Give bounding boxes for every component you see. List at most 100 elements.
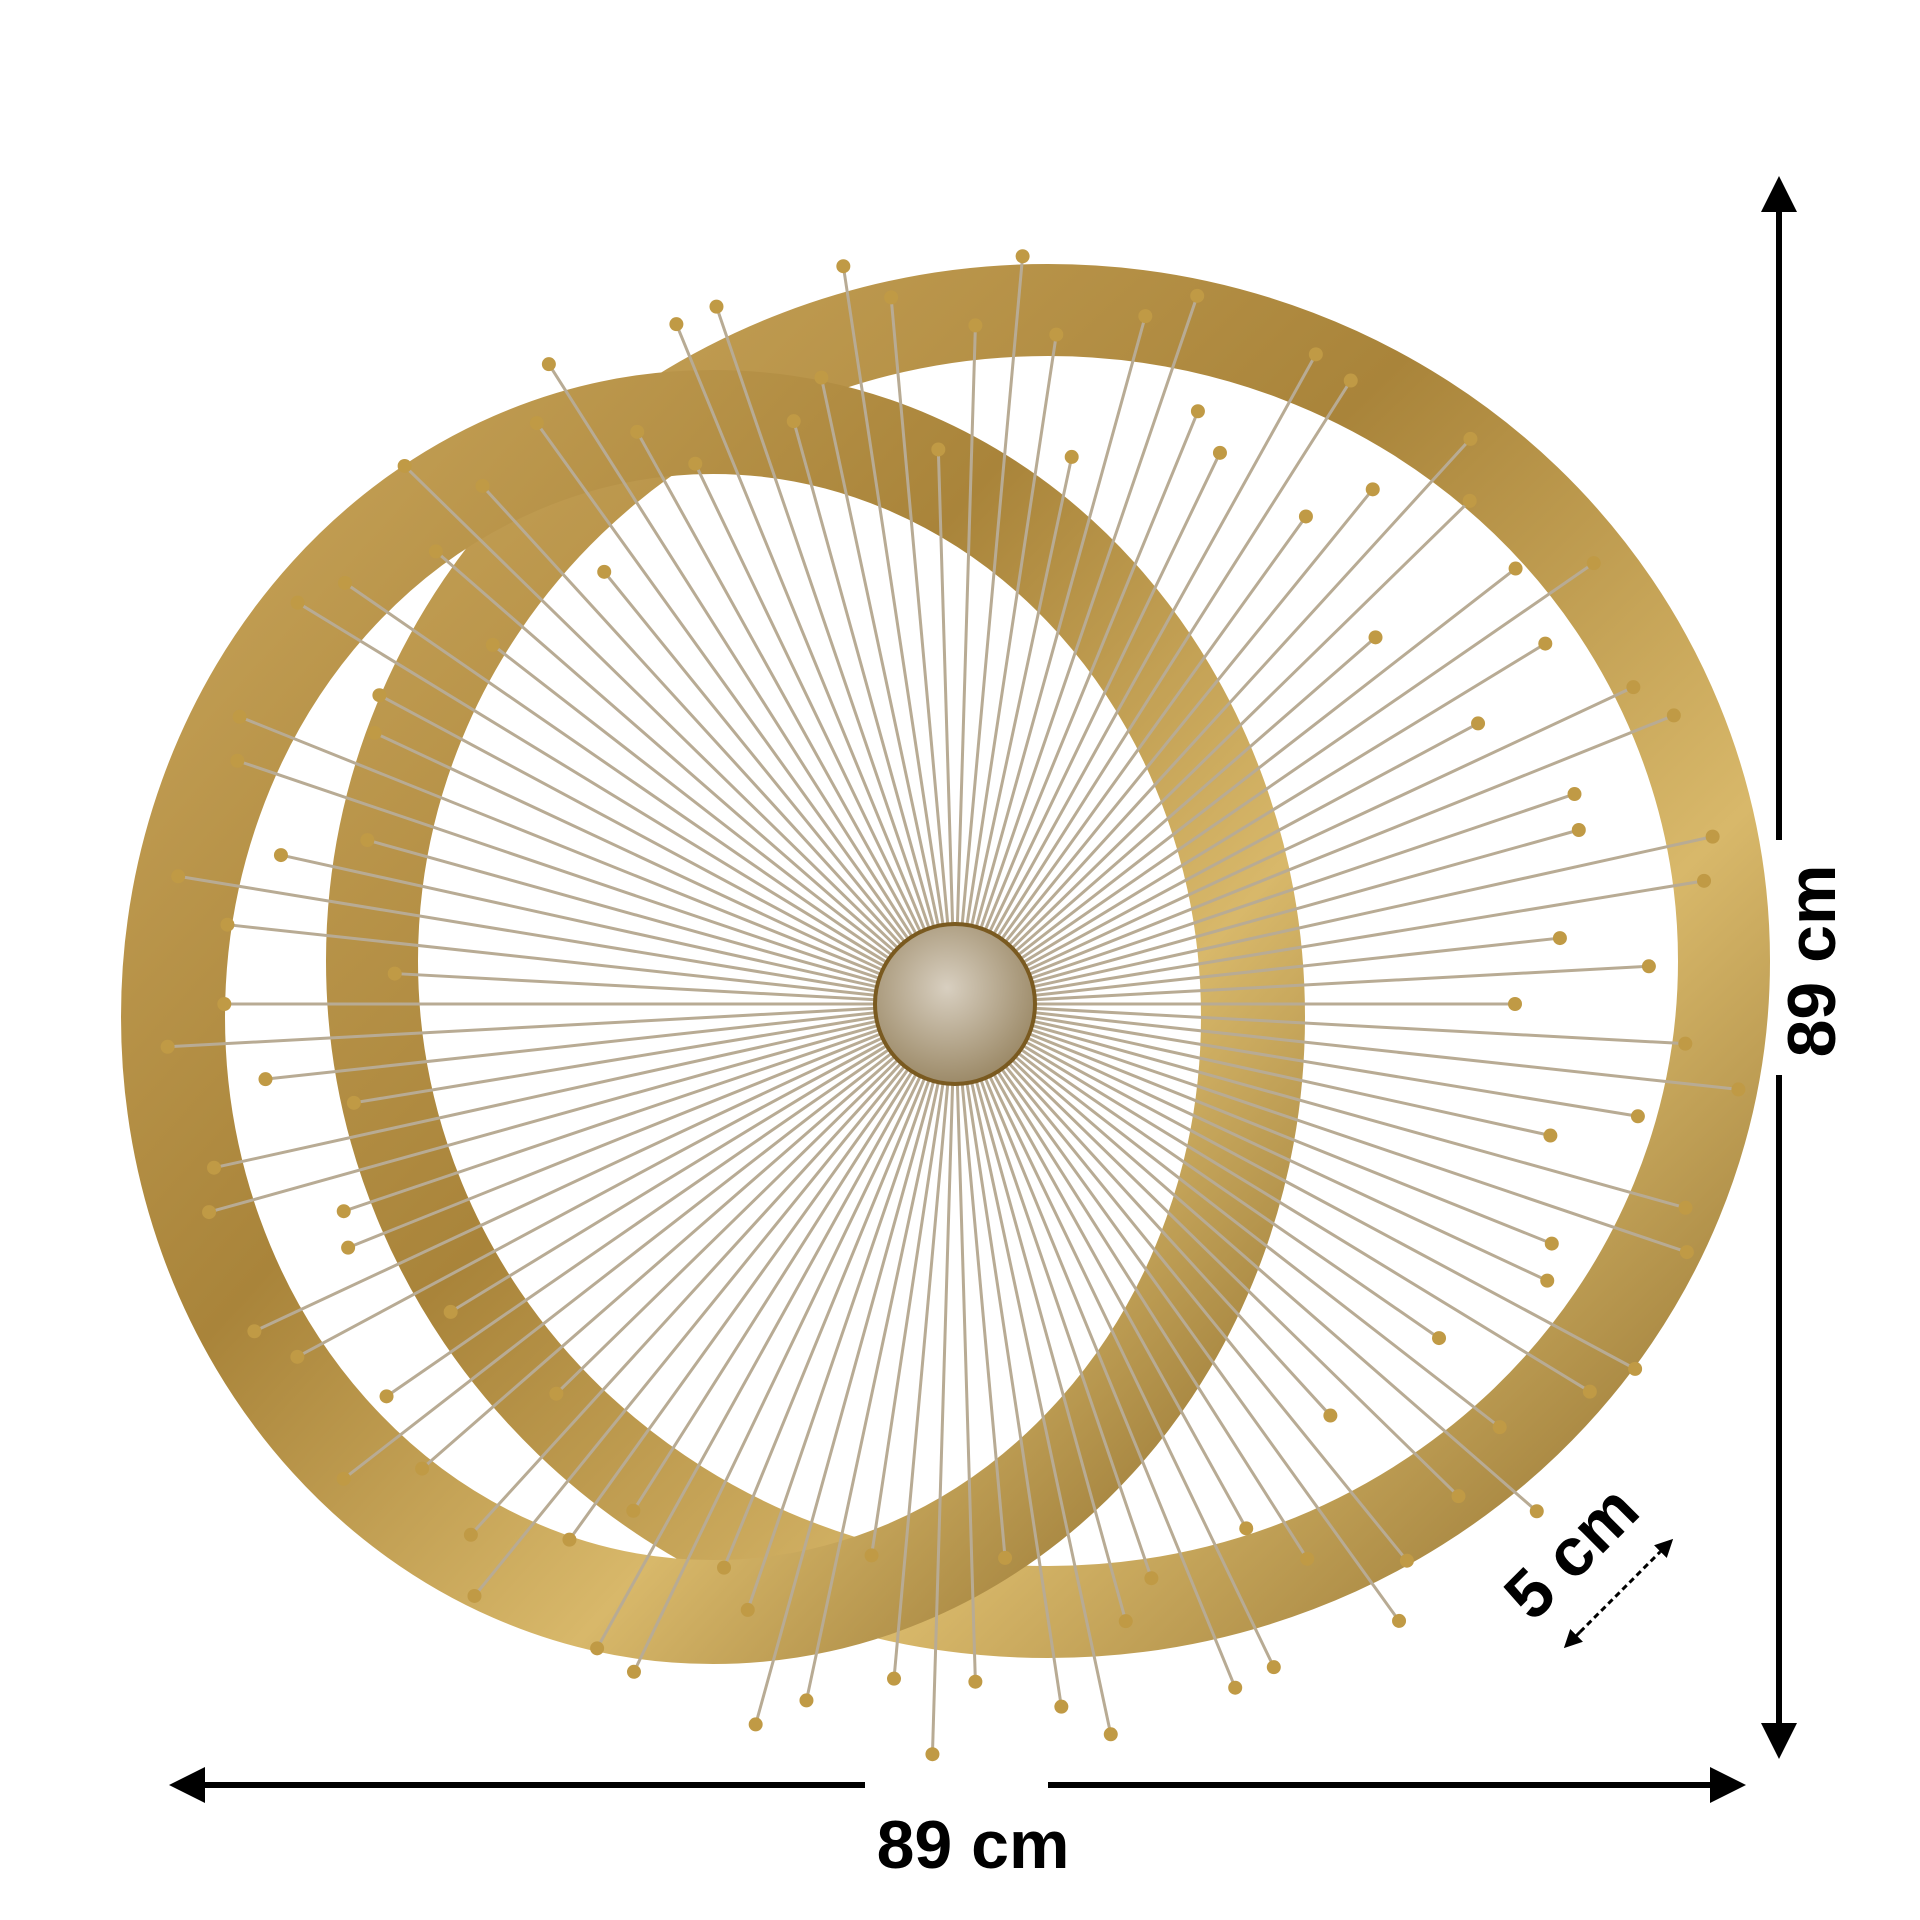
spoke-ball	[1586, 556, 1601, 571]
spoke-ball	[562, 1532, 577, 1547]
spoke	[434, 550, 956, 1006]
spoke-ball	[1298, 509, 1313, 524]
spoke	[343, 1002, 956, 1213]
spoke-ball	[1138, 309, 1153, 324]
spoke-ball	[541, 357, 556, 372]
spoke-ball	[1212, 445, 1227, 460]
spoke	[953, 315, 1147, 1005]
spoke	[954, 1002, 1553, 1245]
spoke	[954, 561, 1595, 1006]
spoke	[953, 1003, 1007, 1559]
spoke-ball	[1064, 449, 1079, 464]
spoke-ball	[626, 1503, 641, 1518]
spoke-ball	[338, 575, 353, 590]
spoke	[953, 353, 1318, 1005]
spoke	[954, 636, 1377, 1006]
spoke-ball	[360, 833, 375, 848]
spoke-ball	[217, 997, 232, 1011]
spoke-ball	[709, 299, 724, 314]
spoke	[953, 334, 1058, 1005]
spoke-ball	[748, 1717, 763, 1732]
spoke-ball	[1508, 997, 1522, 1011]
spoke	[954, 642, 1547, 1006]
center-disc	[873, 922, 1037, 1086]
spoke	[954, 1002, 1639, 1118]
spoke-ball	[1144, 1571, 1159, 1586]
spoke-ball	[1492, 1420, 1507, 1435]
spoke	[635, 431, 957, 1005]
spoke	[754, 1003, 957, 1725]
spoke	[954, 828, 1580, 1006]
spoke	[889, 297, 957, 1005]
spoke	[632, 1003, 957, 1512]
spoke-ball	[463, 1527, 478, 1542]
spoke	[954, 1002, 1591, 1393]
spoke-ball	[884, 290, 899, 305]
spoke-ball	[290, 1349, 305, 1364]
depth-arrow-b	[1654, 1538, 1674, 1558]
spoke	[953, 410, 1200, 1005]
spoke	[953, 1002, 1332, 1417]
wall-sculpture	[121, 249, 1770, 1762]
spoke	[953, 295, 1199, 1005]
spoke	[473, 1003, 957, 1597]
depth-label: 5 cm	[1490, 1471, 1653, 1634]
spoke	[953, 1003, 1401, 1622]
spoke	[632, 1003, 957, 1673]
spoke-ball	[968, 1674, 983, 1689]
spoke	[693, 463, 957, 1005]
spoke	[603, 570, 957, 1005]
spoke	[265, 1002, 956, 1081]
spoke-ball	[1471, 716, 1486, 731]
spoke-ball	[1392, 1613, 1407, 1628]
spoke-ball	[1567, 787, 1582, 802]
spoke-ball	[597, 564, 612, 579]
spoke	[167, 1002, 956, 1049]
spoke	[936, 449, 957, 1005]
spoke	[394, 972, 956, 1006]
spoke	[239, 715, 956, 1006]
spoke-ball	[1678, 1200, 1693, 1215]
spoke	[953, 1003, 1128, 1622]
spoke-ball	[1538, 636, 1553, 651]
spoke-ball	[799, 1693, 814, 1708]
spoke	[954, 1002, 1686, 1046]
spoke	[535, 422, 957, 1005]
spoke	[674, 323, 957, 1005]
spoke	[954, 792, 1575, 1006]
spoke-ball	[1343, 373, 1358, 388]
spoke	[954, 1002, 1548, 1282]
spoke-ball	[1463, 431, 1478, 446]
spoke-ball	[1266, 1660, 1281, 1675]
spoke	[373, 731, 956, 1006]
spoke	[953, 515, 1308, 1005]
spoke-ball	[1678, 1036, 1693, 1051]
spoke	[953, 256, 1025, 1005]
spoke-ball	[1190, 288, 1205, 303]
spoke	[954, 1002, 1686, 1210]
spoke-ball	[171, 869, 186, 884]
spoke	[953, 1003, 1248, 1530]
spoke-ball	[1103, 1727, 1118, 1742]
spoke-ball	[220, 917, 235, 932]
spokes	[160, 249, 1746, 1762]
spoke-ball	[1300, 1551, 1315, 1566]
spoke	[953, 1003, 1276, 1668]
spoke-ball	[415, 1461, 430, 1476]
spoke	[954, 1002, 1636, 1371]
spoke	[953, 437, 1472, 1006]
spoke-ball	[1323, 1408, 1338, 1423]
spoke-ball	[887, 1671, 902, 1686]
spoke	[953, 488, 1374, 1005]
spoke	[954, 1002, 1440, 1340]
spoke-ball	[367, 725, 382, 740]
spoke	[227, 923, 956, 1006]
spoke-ball	[485, 637, 500, 652]
spoke-ball	[1697, 873, 1712, 888]
spoke-ball	[1508, 561, 1523, 576]
spoke	[954, 1002, 1538, 1513]
spoke	[954, 722, 1479, 1006]
spoke	[595, 1003, 957, 1650]
spoke-ball	[998, 1550, 1013, 1565]
spoke-ball	[443, 1304, 458, 1319]
